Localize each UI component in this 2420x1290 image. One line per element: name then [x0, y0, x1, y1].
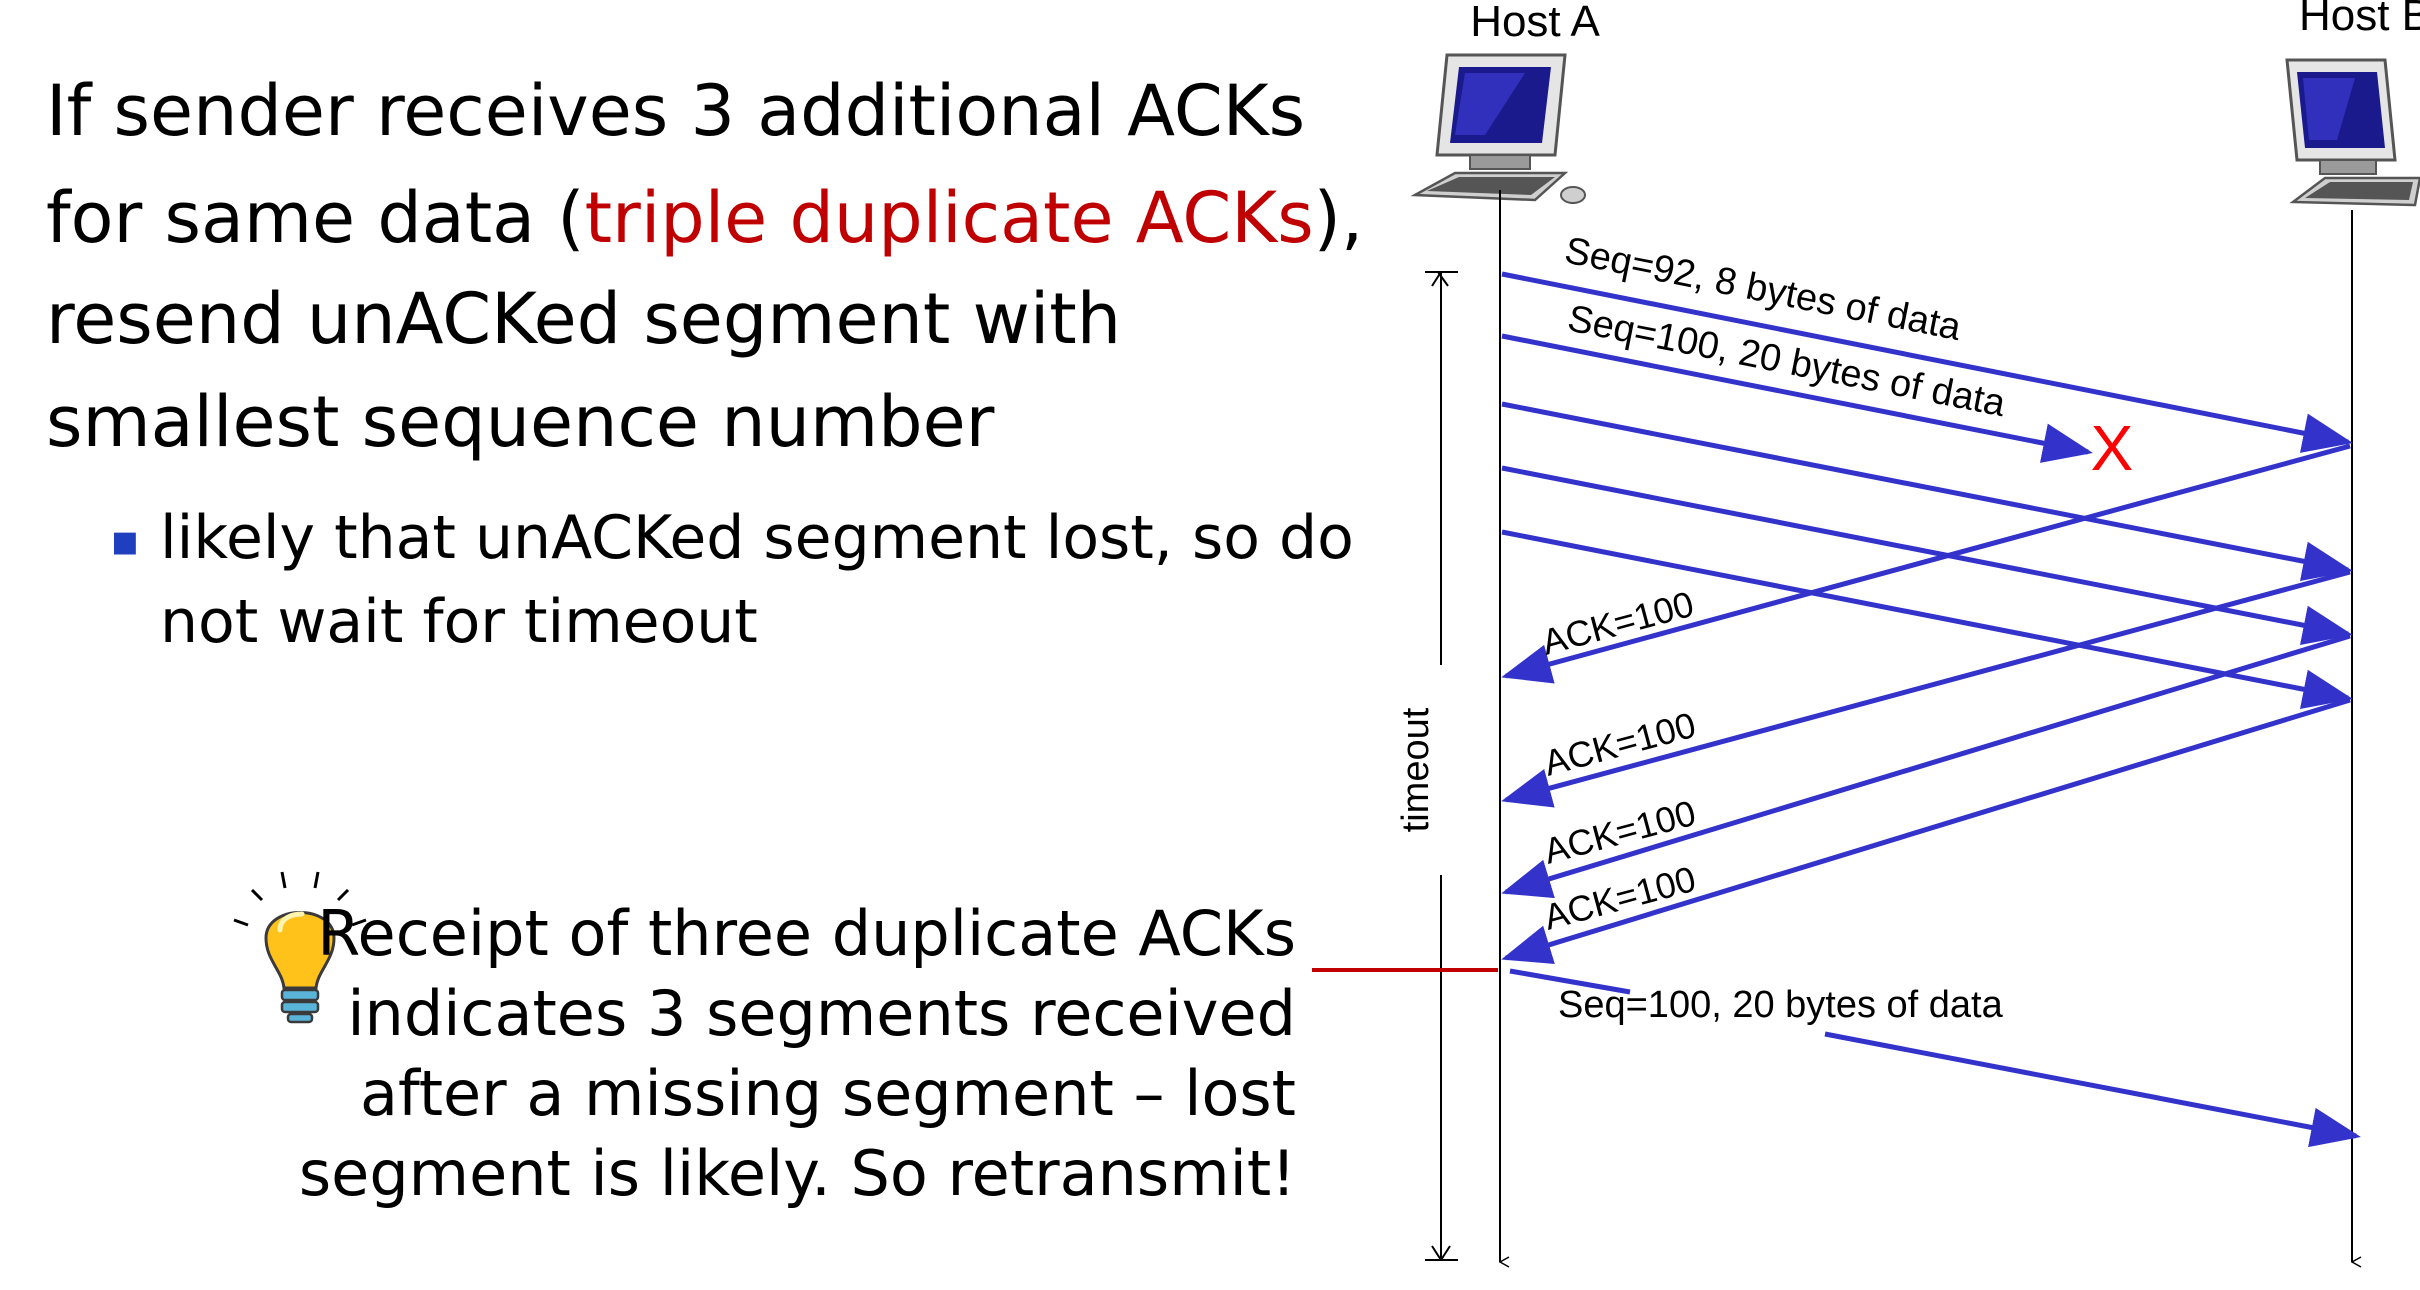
- hint-line-2: indicates 3 segments received: [347, 977, 1296, 1050]
- ack-arrow-4: [1501, 697, 2351, 964]
- main-text-line-2: for same data (triple duplicate ACKs),: [46, 177, 1363, 259]
- segment-arrow-5: [1501, 529, 2353, 709]
- loss-marker: X: [2091, 412, 2134, 484]
- host-a-computer-icon: [1410, 53, 1586, 204]
- host-b-computer-icon: [2285, 58, 2420, 207]
- timeout-label: timeout: [1395, 707, 1437, 832]
- ack-arrow-2: [1501, 569, 2351, 808]
- main-text-line-1: If sender receives 3 additional ACKs: [46, 70, 1305, 152]
- triple-duplicate-acks-highlight: triple duplicate ACKs: [585, 177, 1314, 259]
- retransmit-arrow-segment-2: [1824, 1031, 2361, 1148]
- timeout-bracket: [1425, 271, 1458, 1261]
- main-text-line-4: smallest sequence number: [46, 381, 995, 463]
- segment-arrow-4: [1501, 465, 2353, 645]
- bullet-marker: ▪: [110, 515, 140, 566]
- host-b-label: Host B: [2299, 0, 2420, 40]
- segment-arrow-seq100-lost: [1501, 333, 2093, 463]
- segment-arrow-3: [1501, 401, 2353, 581]
- main-text-line-2-before: for same data (: [46, 177, 585, 259]
- segment-arrow-seq92: [1501, 271, 2353, 453]
- hint-line-1: Receipt of three duplicate ACKs: [317, 897, 1296, 970]
- host-a-label: Host A: [1470, 0, 1600, 46]
- main-text-line-3: resend unACKed segment with: [46, 278, 1121, 360]
- sequence-diagram: Host A Host B: [1312, 0, 2420, 1262]
- label-ack-1: ACK=100: [1537, 583, 1697, 663]
- main-text-line-2-after: ),: [1314, 177, 1364, 259]
- ack-arrow-3: [1501, 633, 2351, 899]
- bullet-line-2: not wait for timeout: [160, 587, 758, 657]
- main-text-block: If sender receives 3 additional ACKs for…: [46, 70, 1363, 657]
- hint-line-3: after a missing segment – lost: [360, 1057, 1296, 1130]
- retransmit-arrow-segment-1: [1509, 968, 1631, 995]
- hint-text-block: Receipt of three duplicate ACKs indicate…: [299, 897, 1296, 1210]
- bullet-line-1: likely that unACKed segment lost, so do: [160, 503, 1354, 573]
- ack-arrow-1: [1501, 443, 2351, 684]
- label-retransmit: Seq=100, 20 bytes of data: [1558, 984, 2004, 1026]
- lightbulb-icon: [233, 871, 367, 1024]
- hint-line-4: segment is likely. So retransmit!: [299, 1137, 1296, 1210]
